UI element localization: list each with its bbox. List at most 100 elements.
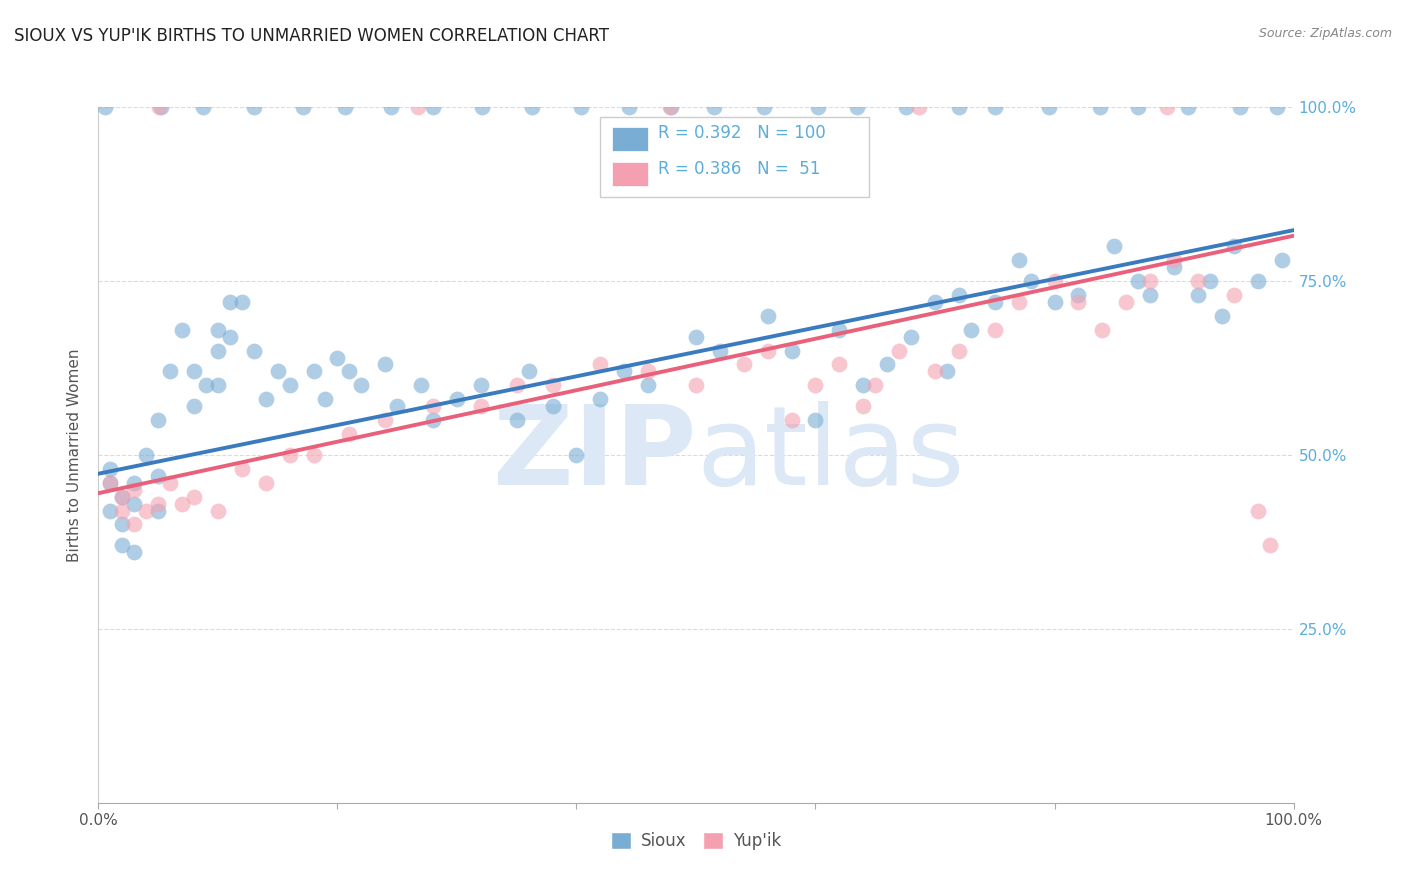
Sioux <box>1043 294 1066 309</box>
Yup'ik <box>865 378 887 392</box>
Sioux <box>219 294 242 309</box>
Sioux <box>242 100 264 114</box>
Yup'ik <box>1187 274 1209 288</box>
Sioux <box>960 323 983 337</box>
Yup'ik <box>1156 100 1178 114</box>
Sioux <box>659 100 682 114</box>
Sioux <box>149 100 172 114</box>
Sioux <box>569 100 592 114</box>
Sioux <box>446 392 468 407</box>
Sioux <box>541 399 564 413</box>
Sioux <box>1019 274 1042 288</box>
Yup'ik <box>780 413 803 427</box>
Yup'ik <box>124 517 146 532</box>
Sioux <box>520 100 543 114</box>
Sioux <box>1163 260 1185 274</box>
Yup'ik <box>828 358 851 372</box>
Sioux <box>804 413 827 427</box>
Sioux <box>756 309 779 323</box>
Sioux <box>98 462 122 476</box>
Yup'ik <box>589 358 612 372</box>
Sioux <box>1177 100 1199 114</box>
Text: atlas: atlas <box>696 401 965 508</box>
Sioux <box>207 378 229 392</box>
Sioux <box>1229 100 1251 114</box>
Yup'ik <box>924 364 946 378</box>
Sioux <box>172 323 194 337</box>
Yup'ik <box>1043 274 1066 288</box>
Yup'ik <box>1223 288 1246 302</box>
Sioux <box>1038 100 1060 114</box>
Legend: Sioux, Yup'ik: Sioux, Yup'ik <box>605 826 787 857</box>
Sioux <box>385 399 409 413</box>
Sioux <box>1265 100 1288 114</box>
FancyBboxPatch shape <box>613 162 648 186</box>
Sioux <box>1008 253 1031 268</box>
Sioux <box>613 364 636 378</box>
Sioux <box>845 100 868 114</box>
Sioux <box>183 364 205 378</box>
Sioux <box>380 100 402 114</box>
Sioux <box>111 490 134 504</box>
Yup'ik <box>637 364 659 378</box>
Sioux <box>1211 309 1233 323</box>
Sioux <box>685 329 707 343</box>
Sioux <box>315 392 337 407</box>
Sioux <box>243 343 266 358</box>
Sioux <box>470 378 492 392</box>
Yup'ik <box>804 378 827 392</box>
Sioux <box>900 329 922 343</box>
Text: R = 0.386   N =  51: R = 0.386 N = 51 <box>658 160 820 178</box>
Yup'ik <box>659 100 682 114</box>
Sioux <box>302 364 325 378</box>
Text: ZIP: ZIP <box>492 401 696 508</box>
Yup'ik <box>1115 294 1137 309</box>
Sioux <box>193 100 215 114</box>
Sioux <box>278 378 301 392</box>
Sioux <box>703 100 725 114</box>
Sioux <box>948 100 970 114</box>
Sioux <box>517 364 540 378</box>
Yup'ik <box>756 343 779 358</box>
Sioux <box>1139 288 1161 302</box>
Sioux <box>1128 274 1150 288</box>
Yup'ik <box>541 378 564 392</box>
Sioux <box>619 100 641 114</box>
Sioux <box>254 392 277 407</box>
Sioux <box>924 294 946 309</box>
Sioux <box>565 448 588 462</box>
Sioux <box>111 517 134 532</box>
Sioux <box>98 475 122 490</box>
Sioux <box>896 100 918 114</box>
Sioux <box>183 399 205 413</box>
Sioux <box>1223 239 1246 253</box>
Yup'ik <box>422 399 444 413</box>
Sioux <box>207 323 229 337</box>
Text: Source: ZipAtlas.com: Source: ZipAtlas.com <box>1258 27 1392 40</box>
Yup'ik <box>111 490 134 504</box>
Sioux <box>752 100 775 114</box>
Yup'ik <box>984 323 1007 337</box>
Sioux <box>98 503 122 517</box>
Yup'ik <box>183 490 205 504</box>
Sioux <box>207 343 229 358</box>
Sioux <box>148 468 170 483</box>
Yup'ik <box>685 378 707 392</box>
Sioux <box>422 413 444 427</box>
Sioux <box>1088 100 1111 114</box>
Sioux <box>589 392 612 407</box>
Yup'ik <box>148 497 170 511</box>
Yup'ik <box>1067 294 1090 309</box>
Sioux <box>1187 288 1209 302</box>
Sioux <box>828 323 851 337</box>
Yup'ik <box>1247 503 1270 517</box>
Yup'ik <box>852 399 875 413</box>
Sioux <box>876 358 898 372</box>
Sioux <box>339 364 361 378</box>
FancyBboxPatch shape <box>600 118 869 197</box>
Sioux <box>637 378 659 392</box>
FancyBboxPatch shape <box>613 128 648 151</box>
Sioux <box>159 364 181 378</box>
Sioux <box>506 413 529 427</box>
Sioux <box>1067 288 1090 302</box>
